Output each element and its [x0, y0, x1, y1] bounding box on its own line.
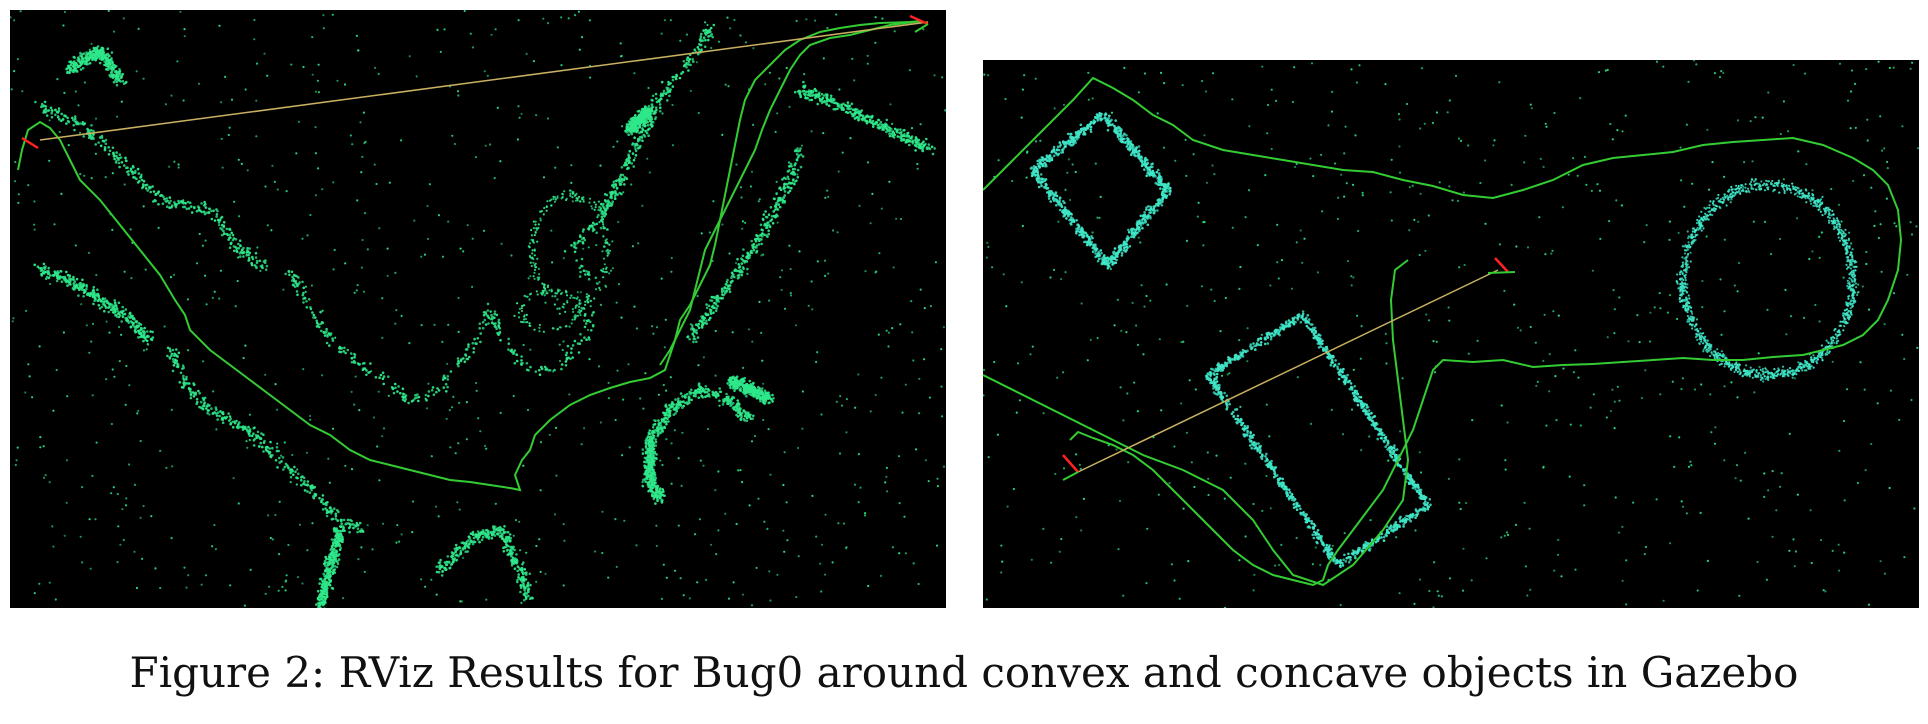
robot-marker-goal	[1487, 257, 1516, 274]
obstacle-point-clouds	[1029, 112, 1860, 568]
background-scatter-points	[983, 60, 1919, 608]
obstacle-point-clouds	[33, 23, 936, 608]
robot-marker-start	[1062, 454, 1079, 481]
goal-direction-line	[39, 21, 929, 141]
convex-scene-canvas	[983, 60, 1919, 608]
robot-marker-start	[21, 136, 39, 150]
rviz-panel-convex	[983, 60, 1919, 608]
robot-marker-goal	[909, 14, 929, 33]
goal-direction-line	[1077, 269, 1499, 473]
robot-path-detour	[983, 259, 1410, 587]
concave-scene-canvas	[10, 10, 946, 608]
background-scatter-points	[10, 10, 946, 607]
rviz-panel-concave	[10, 10, 946, 608]
figure-caption: Figure 2: RViz Results for Bug0 around c…	[129, 648, 1799, 697]
robot-path-return	[659, 20, 923, 366]
robot-path	[17, 20, 923, 492]
robot-path	[983, 76, 1903, 587]
